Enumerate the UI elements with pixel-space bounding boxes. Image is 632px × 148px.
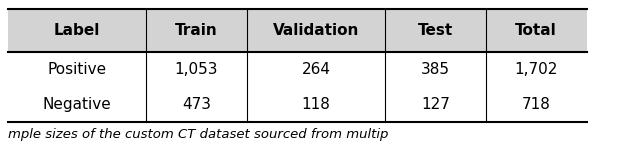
Text: Positive: Positive [47,62,106,77]
Text: 1,702: 1,702 [514,62,558,77]
Bar [8,9,586,52]
Text: 264: 264 [301,62,331,77]
Text: Total: Total [515,23,557,38]
Text: 127: 127 [421,97,450,112]
Text: Label: Label [54,23,100,38]
Text: Validation: Validation [273,23,359,38]
Text: 718: 718 [522,97,550,112]
Text: Train: Train [175,23,218,38]
Text: Test: Test [418,23,453,38]
Text: Negative: Negative [42,97,111,112]
Text: 1,053: 1,053 [174,62,218,77]
Text: 385: 385 [421,62,450,77]
Text: 473: 473 [182,97,211,112]
Text: 118: 118 [301,97,331,112]
Text: mple sizes of the custom CT dataset sourced from multip: mple sizes of the custom CT dataset sour… [8,128,388,141]
